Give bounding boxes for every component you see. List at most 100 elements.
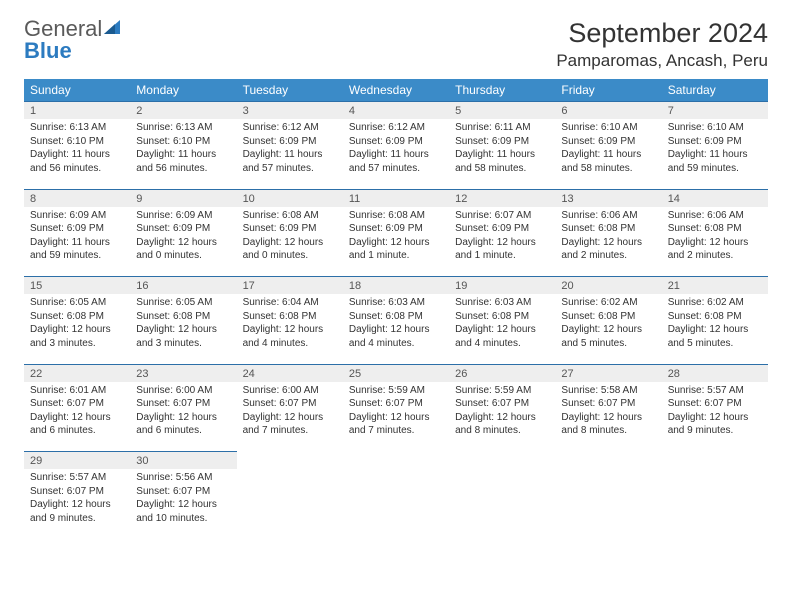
sunset-text: Sunset: 6:08 PM [243,310,337,324]
sunrise-text: Sunrise: 6:08 AM [243,209,337,223]
day-number-row: 891011121314 [24,189,768,207]
day-info: Sunrise: 5:57 AMSunset: 6:07 PMDaylight:… [662,382,768,452]
sunset-text: Sunset: 6:09 PM [30,222,124,236]
day-info-row: Sunrise: 6:01 AMSunset: 6:07 PMDaylight:… [24,382,768,452]
day-number: 18 [343,277,449,295]
sunrise-text: Sunrise: 6:03 AM [455,296,549,310]
sunset-text: Sunset: 6:07 PM [136,397,230,411]
sunrise-text: Sunrise: 6:03 AM [349,296,443,310]
day-info: Sunrise: 6:11 AMSunset: 6:09 PMDaylight:… [449,119,555,189]
day-info: Sunrise: 6:13 AMSunset: 6:10 PMDaylight:… [130,119,236,189]
sunset-text: Sunset: 6:09 PM [668,135,762,149]
sunrise-text: Sunrise: 5:56 AM [136,471,230,485]
sunrise-text: Sunrise: 6:02 AM [561,296,655,310]
logo-text-2: Blue [24,40,124,62]
daylight-text-2: and 4 minutes. [349,337,443,351]
daylight-text: Daylight: 12 hours [561,411,655,425]
sunrise-text: Sunrise: 6:10 AM [668,121,762,135]
day-info: Sunrise: 6:06 AMSunset: 6:08 PMDaylight:… [662,207,768,277]
sunrise-text: Sunrise: 6:00 AM [243,384,337,398]
sunset-text: Sunset: 6:09 PM [455,135,549,149]
day-number: 8 [24,189,130,207]
day-info: Sunrise: 6:10 AMSunset: 6:09 PMDaylight:… [662,119,768,189]
sunset-text: Sunset: 6:07 PM [243,397,337,411]
daylight-text: Daylight: 12 hours [136,323,230,337]
daylight-text: Daylight: 12 hours [668,323,762,337]
sunset-text: Sunset: 6:10 PM [30,135,124,149]
day-header: Sunday [24,79,130,102]
daylight-text: Daylight: 12 hours [349,323,443,337]
sunrise-text: Sunrise: 5:58 AM [561,384,655,398]
day-info: Sunrise: 6:02 AMSunset: 6:08 PMDaylight:… [555,294,661,364]
day-number: 15 [24,277,130,295]
day-info: Sunrise: 5:56 AMSunset: 6:07 PMDaylight:… [130,469,236,539]
sunset-text: Sunset: 6:09 PM [455,222,549,236]
sunrise-text: Sunrise: 6:09 AM [136,209,230,223]
daylight-text-2: and 8 minutes. [455,424,549,438]
empty-cell [237,469,343,539]
day-info: Sunrise: 6:02 AMSunset: 6:08 PMDaylight:… [662,294,768,364]
daylight-text: Daylight: 12 hours [30,498,124,512]
day-info: Sunrise: 6:08 AMSunset: 6:09 PMDaylight:… [343,207,449,277]
day-header: Wednesday [343,79,449,102]
day-number: 26 [449,364,555,382]
day-info: Sunrise: 6:01 AMSunset: 6:07 PMDaylight:… [24,382,130,452]
day-number: 4 [343,102,449,120]
sunrise-text: Sunrise: 6:04 AM [243,296,337,310]
day-header: Monday [130,79,236,102]
daylight-text: Daylight: 12 hours [349,236,443,250]
day-number: 2 [130,102,236,120]
sunrise-text: Sunrise: 6:00 AM [136,384,230,398]
empty-cell [343,452,449,470]
sunrise-text: Sunrise: 6:13 AM [136,121,230,135]
calendar-table: Sunday Monday Tuesday Wednesday Thursday… [24,79,768,539]
logo-text-1: General [24,18,102,40]
day-info-row: Sunrise: 6:05 AM Sunset: 6:08 PM Daylight:… [24,294,768,364]
daylight-text: Daylight: 12 hours [243,236,337,250]
daylight-text-2: and 5 minutes. [561,337,655,351]
sunset-text: Sunset: 6:09 PM [136,222,230,236]
day-info: Sunrise: 5:58 AMSunset: 6:07 PMDaylight:… [555,382,661,452]
month-title: September 2024 [556,18,768,49]
daylight-text-2: and 57 minutes. [349,162,443,176]
empty-cell [662,469,768,539]
sunrise-text: Sunrise: 6:10 AM [561,121,655,135]
day-number: 7 [662,102,768,120]
sunrise-text: Sunrise: 6:05 AM [30,296,124,310]
empty-cell [237,452,343,470]
empty-cell [555,452,661,470]
day-info-row: Sunrise: 5:57 AMSunset: 6:07 PMDaylight:… [24,469,768,539]
day-number: 11 [343,189,449,207]
sunrise-text: Sunrise: 6:07 AM [455,209,549,223]
logo: General Blue [24,18,124,62]
day-info: Sunrise: 6:12 AMSunset: 6:09 PMDaylight:… [343,119,449,189]
sunset-text: Sunset: 6:09 PM [349,222,443,236]
empty-cell [449,452,555,470]
day-info: Sunrise: 6:00 AMSunset: 6:07 PMDaylight:… [237,382,343,452]
day-number: 16 [130,277,236,295]
day-number: 20 [555,277,661,295]
sunset-text: Sunset: 6:07 PM [668,397,762,411]
day-number: 12 [449,189,555,207]
daylight-text: Daylight: 12 hours [668,236,762,250]
sunrise-text: Sunrise: 6:06 AM [561,209,655,223]
daylight-text: Daylight: 11 hours [30,236,124,250]
daylight-text-2: and 56 minutes. [30,162,124,176]
day-number: 13 [555,189,661,207]
day-info: Sunrise: 6:05 AMSunset: 6:08 PMDaylight:… [130,294,236,364]
day-info: Sunrise: 6:03 AMSunset: 6:08 PMDaylight:… [449,294,555,364]
daylight-text: Daylight: 11 hours [455,148,549,162]
daylight-text-2: and 9 minutes. [668,424,762,438]
sunset-text: Sunset: 6:09 PM [561,135,655,149]
day-header: Thursday [449,79,555,102]
daylight-text: Daylight: 12 hours [243,411,337,425]
daylight-text: Daylight: 12 hours [136,498,230,512]
daylight-text: Daylight: 12 hours [136,411,230,425]
day-number: 22 [24,364,130,382]
day-info: Sunrise: 6:03 AMSunset: 6:08 PMDaylight:… [343,294,449,364]
daylight-text: Daylight: 11 hours [349,148,443,162]
sunrise-text: Sunrise: 6:09 AM [30,209,124,223]
day-info: Sunrise: 6:05 AMSunset: 6:08 PMDaylight:… [24,294,130,364]
daylight-text-2: and 4 minutes. [243,337,337,351]
sunset-text: Sunset: 6:08 PM [668,222,762,236]
